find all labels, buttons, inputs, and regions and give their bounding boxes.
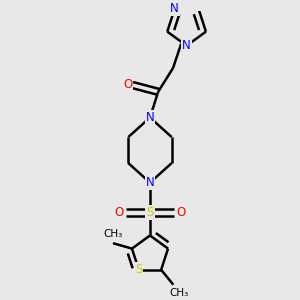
Text: CH₃: CH₃	[103, 229, 123, 239]
Text: N: N	[182, 39, 191, 52]
Text: O: O	[177, 206, 186, 219]
Text: O: O	[123, 78, 132, 91]
Text: O: O	[114, 206, 123, 219]
Text: N: N	[170, 2, 179, 15]
Text: N: N	[146, 176, 154, 189]
Text: S: S	[146, 206, 154, 219]
Text: CH₃: CH₃	[169, 288, 188, 298]
Text: N: N	[146, 111, 154, 124]
Text: S: S	[135, 263, 142, 276]
